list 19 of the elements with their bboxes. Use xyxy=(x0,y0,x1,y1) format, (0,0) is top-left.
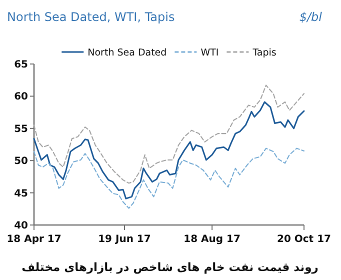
text: روند قیمت نفت خام های شاخص در بازارهای مختلف xyxy=(22,260,318,274)
line-series xyxy=(33,84,305,184)
legend-label: Tapis xyxy=(252,48,276,58)
line-series xyxy=(33,101,305,200)
x-tick-label: 18 Apr 17 xyxy=(6,234,62,245)
y-tick-label: 65 xyxy=(14,60,28,70)
legend-label: North Sea Dated xyxy=(88,48,167,58)
y-tick-label: 55 xyxy=(14,124,28,135)
y-tick-label: 45 xyxy=(14,188,28,200)
y-axis-title: $/bl xyxy=(299,10,323,24)
legend-label: WTI xyxy=(200,48,219,58)
x-tick-label: 19 Jun 17 xyxy=(98,234,151,245)
x-tick-label: 20 Oct 17 xyxy=(276,234,332,245)
x-tick-label: 18 Aug 17 xyxy=(184,234,240,245)
chart-title: North Sea Dated, WTI, Tapis xyxy=(7,10,175,24)
y-tick-label: 50 xyxy=(14,156,28,168)
line-series xyxy=(33,148,305,209)
y-tick-label: 40 xyxy=(14,220,28,232)
y-tick-label: 60 xyxy=(14,92,28,103)
